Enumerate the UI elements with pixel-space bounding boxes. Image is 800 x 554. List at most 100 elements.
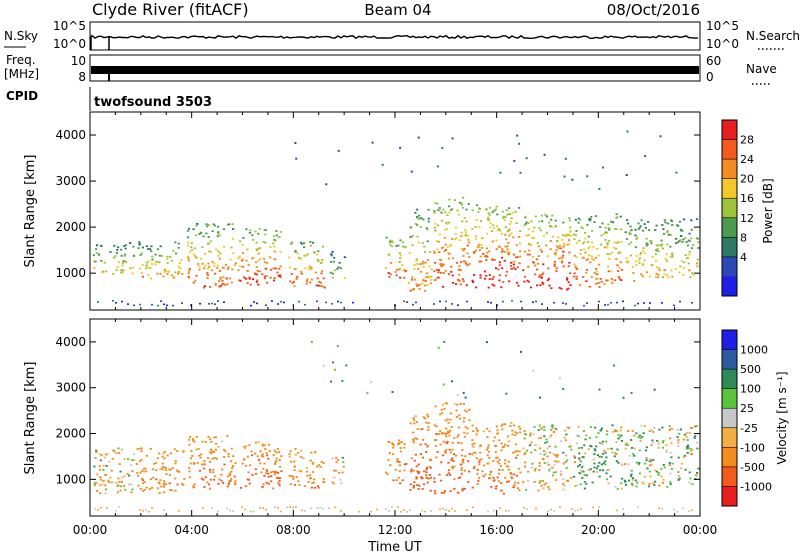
scatter-cell	[563, 484, 566, 487]
scatter-cell	[583, 487, 586, 490]
scatter-cell	[667, 222, 670, 225]
scatter-cell	[108, 460, 111, 463]
scatter-cell	[457, 273, 461, 276]
scatter-cell	[381, 163, 384, 166]
scatter-cell	[477, 211, 480, 213]
scatter-cell	[304, 510, 306, 512]
scatter-cell	[156, 457, 159, 459]
scatter-cell	[669, 428, 672, 430]
scatter-cell	[398, 261, 401, 263]
scatter-cell	[467, 481, 470, 483]
scatter-cell	[329, 260, 333, 263]
scatter-cell	[264, 229, 267, 231]
scatter-cell	[403, 446, 406, 449]
scatter-cell	[537, 255, 540, 257]
scatter-cell	[412, 431, 415, 434]
scatter-cell	[438, 473, 441, 476]
scatter-cell	[123, 245, 126, 247]
scatter-cell	[273, 277, 276, 279]
scatter-cell	[688, 253, 691, 256]
scatter-cell	[158, 254, 161, 257]
scatter-cell	[429, 467, 432, 469]
scatter-cell	[218, 257, 221, 260]
scatter-cell	[422, 262, 425, 265]
scatter-cell	[444, 243, 447, 246]
scatter-cell	[433, 210, 436, 213]
scatter-cell	[188, 268, 191, 270]
scatter-cell	[558, 257, 561, 260]
scatter-cell	[142, 510, 144, 512]
scatter-cell	[242, 237, 245, 239]
scatter-cell	[198, 233, 201, 235]
scatter-cell	[539, 284, 542, 287]
scatter-cell	[316, 277, 319, 280]
scatter-cell	[244, 465, 248, 467]
scatter-cell	[215, 442, 218, 445]
scatter-cell	[543, 483, 546, 486]
scatter-cell	[293, 465, 296, 468]
scatter-cell	[678, 220, 682, 223]
scatter-cell	[577, 435, 580, 438]
scatter-cell	[617, 276, 621, 278]
scatter-cell	[485, 448, 488, 451]
scatter-cell	[249, 229, 252, 232]
scatter-cell	[532, 256, 535, 258]
scatter-cell	[130, 483, 133, 485]
scatter-cell	[683, 433, 686, 436]
scatter-cell	[534, 449, 537, 451]
scatter-cell	[340, 510, 342, 512]
scatter-cell	[439, 271, 443, 274]
scatter-cell	[543, 462, 546, 464]
scatter-cell	[552, 471, 555, 474]
scatter-cell	[258, 227, 261, 230]
scatter-cell	[429, 282, 432, 285]
scatter-cell	[488, 278, 491, 280]
scatter-cell	[186, 241, 190, 244]
scatter-cell	[170, 489, 173, 492]
scatter-cell	[563, 436, 566, 439]
scatter-cell	[649, 464, 652, 467]
scatter-cell	[548, 221, 551, 224]
scatter-cell	[447, 461, 450, 464]
scatter-cell	[299, 241, 302, 244]
scatter-cell	[620, 487, 623, 490]
scatter-cell	[507, 468, 510, 471]
scatter-cell	[321, 270, 324, 273]
scatter-cell	[440, 408, 443, 411]
scatter-cell	[252, 239, 255, 241]
scatter-cell	[536, 262, 539, 265]
colorbar-tick-label: 100	[740, 383, 761, 396]
scatter-cell	[622, 300, 624, 303]
scatter-cell	[565, 303, 567, 305]
scatter-cell	[637, 222, 640, 225]
scatter-cell	[226, 485, 229, 488]
scatter-cell	[603, 449, 606, 452]
scatter-cell	[178, 510, 180, 512]
scatter-cell	[509, 213, 512, 215]
scatter-cell	[265, 470, 269, 472]
scatter-cell	[414, 437, 417, 440]
scatter-cell	[652, 441, 655, 444]
scatter-cell	[556, 240, 559, 242]
scatter-cell	[148, 510, 150, 513]
scatter-cell	[630, 241, 633, 244]
scatter-cell	[537, 489, 540, 492]
scatter-cell	[578, 239, 581, 242]
scatter-cell	[116, 266, 119, 268]
scatter-cell	[440, 479, 443, 482]
scatter-cell	[231, 237, 234, 240]
scatter-cell	[471, 228, 474, 230]
scatter-cell	[583, 304, 585, 307]
scatter-cell	[200, 453, 203, 456]
scatter-cell	[486, 232, 489, 235]
scatter-cell	[636, 481, 639, 484]
scatter-cell	[263, 444, 267, 447]
scatter-cell	[507, 251, 510, 254]
scatter-cell	[543, 453, 546, 456]
scatter-cell	[164, 483, 168, 486]
scatter-cell	[544, 482, 547, 485]
scatter-cell	[429, 476, 432, 479]
scatter-cell	[447, 430, 450, 433]
scatter-cell	[630, 439, 633, 441]
scatter-cell	[598, 442, 602, 444]
